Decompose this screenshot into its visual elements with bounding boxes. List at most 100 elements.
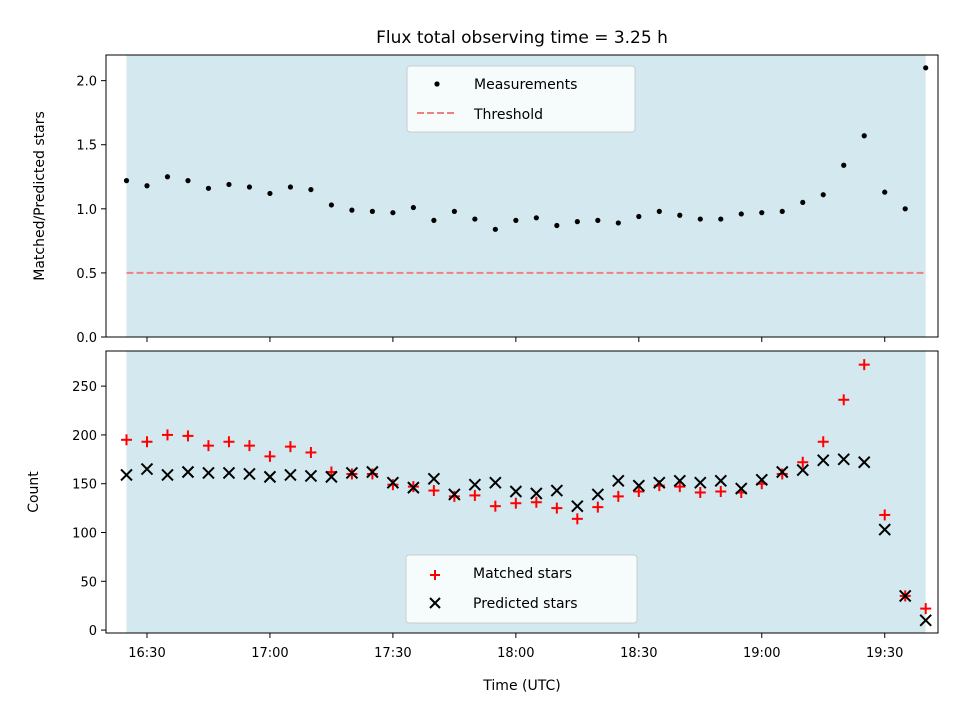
- matched-star-point: [612, 490, 624, 502]
- predicted-star-point: [776, 465, 789, 479]
- matched-star-point: [305, 446, 317, 458]
- measurement-point: [923, 65, 929, 71]
- legend-measurements-marker: [434, 81, 440, 87]
- x-tick-label: 18:30: [620, 646, 657, 661]
- marker-stroke: [591, 488, 605, 501]
- legend-matched-label: Matched stars: [473, 566, 572, 582]
- marker-stroke: [817, 454, 830, 467]
- measurement-point: [554, 222, 560, 229]
- top-panel: 0.00.51.01.52.0 Matched/Predicted stars …: [32, 54, 939, 346]
- predicted-star-point: [714, 474, 727, 487]
- predicted-star-point: [345, 466, 359, 480]
- predicted-star-point: [161, 468, 174, 482]
- marker-stroke: [366, 465, 379, 479]
- predicted-star-point: [899, 589, 912, 603]
- matched-star-point: [920, 603, 932, 615]
- matched-star-point: [202, 440, 214, 452]
- matched-star-point: [530, 496, 542, 508]
- measurement-point: [369, 208, 376, 214]
- marker-stroke: [899, 589, 912, 603]
- predicted-star-point: [140, 462, 154, 476]
- measurement-point: [287, 184, 294, 190]
- measurement-point: [697, 216, 703, 222]
- marker-stroke: [202, 466, 215, 480]
- top-y-tick-label: 0.5: [76, 267, 97, 282]
- marker-stroke: [345, 466, 359, 480]
- predicted-star-point: [325, 470, 338, 484]
- measurement-point: [533, 215, 539, 221]
- matched-star-point: [776, 468, 788, 480]
- measurements-series: [123, 65, 929, 232]
- predicted-star-point: [243, 467, 256, 481]
- measurement-point: [882, 189, 888, 195]
- predicted-star-point: [181, 465, 195, 479]
- measurement-point: [246, 184, 253, 190]
- marker-stroke: [776, 465, 789, 479]
- marker-stroke: [653, 476, 666, 489]
- x-tick-label: 17:00: [251, 646, 288, 661]
- marker-stroke: [489, 476, 502, 489]
- predicted-star-point: [550, 484, 564, 497]
- predicted-star-point: [509, 485, 523, 498]
- marker-stroke: [120, 468, 133, 482]
- legend-measurements-label: Measurements: [474, 77, 577, 93]
- bottom-x-axis: 16:30 17:00 17:30 18:00 18:30 19:00 19:30: [128, 633, 903, 661]
- marker-stroke: [919, 614, 932, 627]
- bottom-legend: Matched stars Predicted stars: [405, 554, 638, 624]
- marker-stroke: [755, 473, 768, 487]
- predicted-star-point: [222, 466, 236, 480]
- predicted-star-point: [366, 465, 379, 479]
- marker-stroke: [673, 474, 687, 487]
- bottom-y-tick-label: 50: [80, 575, 97, 590]
- matched-star-point: [489, 500, 501, 512]
- predicted-star-point: [878, 523, 891, 536]
- matched-star-point: [592, 501, 604, 513]
- measurement-point: [123, 178, 130, 184]
- predicted-star-point: [694, 476, 707, 489]
- measurement-point: [738, 211, 744, 217]
- marker-stroke: [407, 481, 420, 494]
- x-tick-label: 18:00: [497, 646, 534, 661]
- marker-stroke: [140, 462, 154, 476]
- measurement-point: [472, 216, 478, 222]
- measurement-point: [615, 220, 621, 226]
- marker-stroke: [612, 474, 625, 487]
- predicted-star-point: [304, 469, 318, 483]
- marker-stroke: [386, 476, 400, 489]
- marker-stroke: [694, 476, 707, 489]
- predicted-star-point: [427, 472, 441, 486]
- matched-star-point: [469, 489, 481, 501]
- predicted-star-point: [858, 456, 871, 469]
- predicted-star-point: [591, 488, 605, 501]
- measurement-point: [349, 207, 355, 213]
- marker-stroke: [243, 467, 256, 481]
- matched-star-point: [264, 450, 276, 462]
- marker-stroke: [509, 485, 523, 498]
- top-x-ticks: [146, 337, 886, 342]
- top-y-tick-label: 1.0: [76, 203, 97, 218]
- bottom-y-tick-label: 0: [89, 624, 97, 639]
- matched-star-point: [223, 436, 235, 448]
- marker-stroke: [735, 482, 748, 495]
- measurement-point: [820, 192, 826, 198]
- predicted-star-point: [263, 470, 277, 484]
- measurement-point: [144, 183, 150, 189]
- matched-star-point: [120, 434, 132, 446]
- measurement-point: [595, 217, 601, 223]
- measurement-point: [759, 210, 765, 216]
- marker-stroke: [448, 488, 461, 501]
- marker-stroke: [878, 523, 891, 536]
- measurement-point: [513, 217, 519, 223]
- matched-star-point: [715, 486, 727, 498]
- marker-stroke: [468, 478, 482, 491]
- matched-star-point: [858, 359, 870, 371]
- predicted-star-point: [673, 474, 687, 487]
- bottom-y-tick-label: 100: [72, 526, 97, 541]
- measurement-point: [328, 202, 335, 208]
- marker-stroke: [632, 479, 646, 492]
- measurement-point: [205, 185, 212, 191]
- predicted-star-point: [448, 488, 461, 501]
- predicted-star-point: [919, 614, 932, 627]
- predicted-star-point: [571, 499, 584, 513]
